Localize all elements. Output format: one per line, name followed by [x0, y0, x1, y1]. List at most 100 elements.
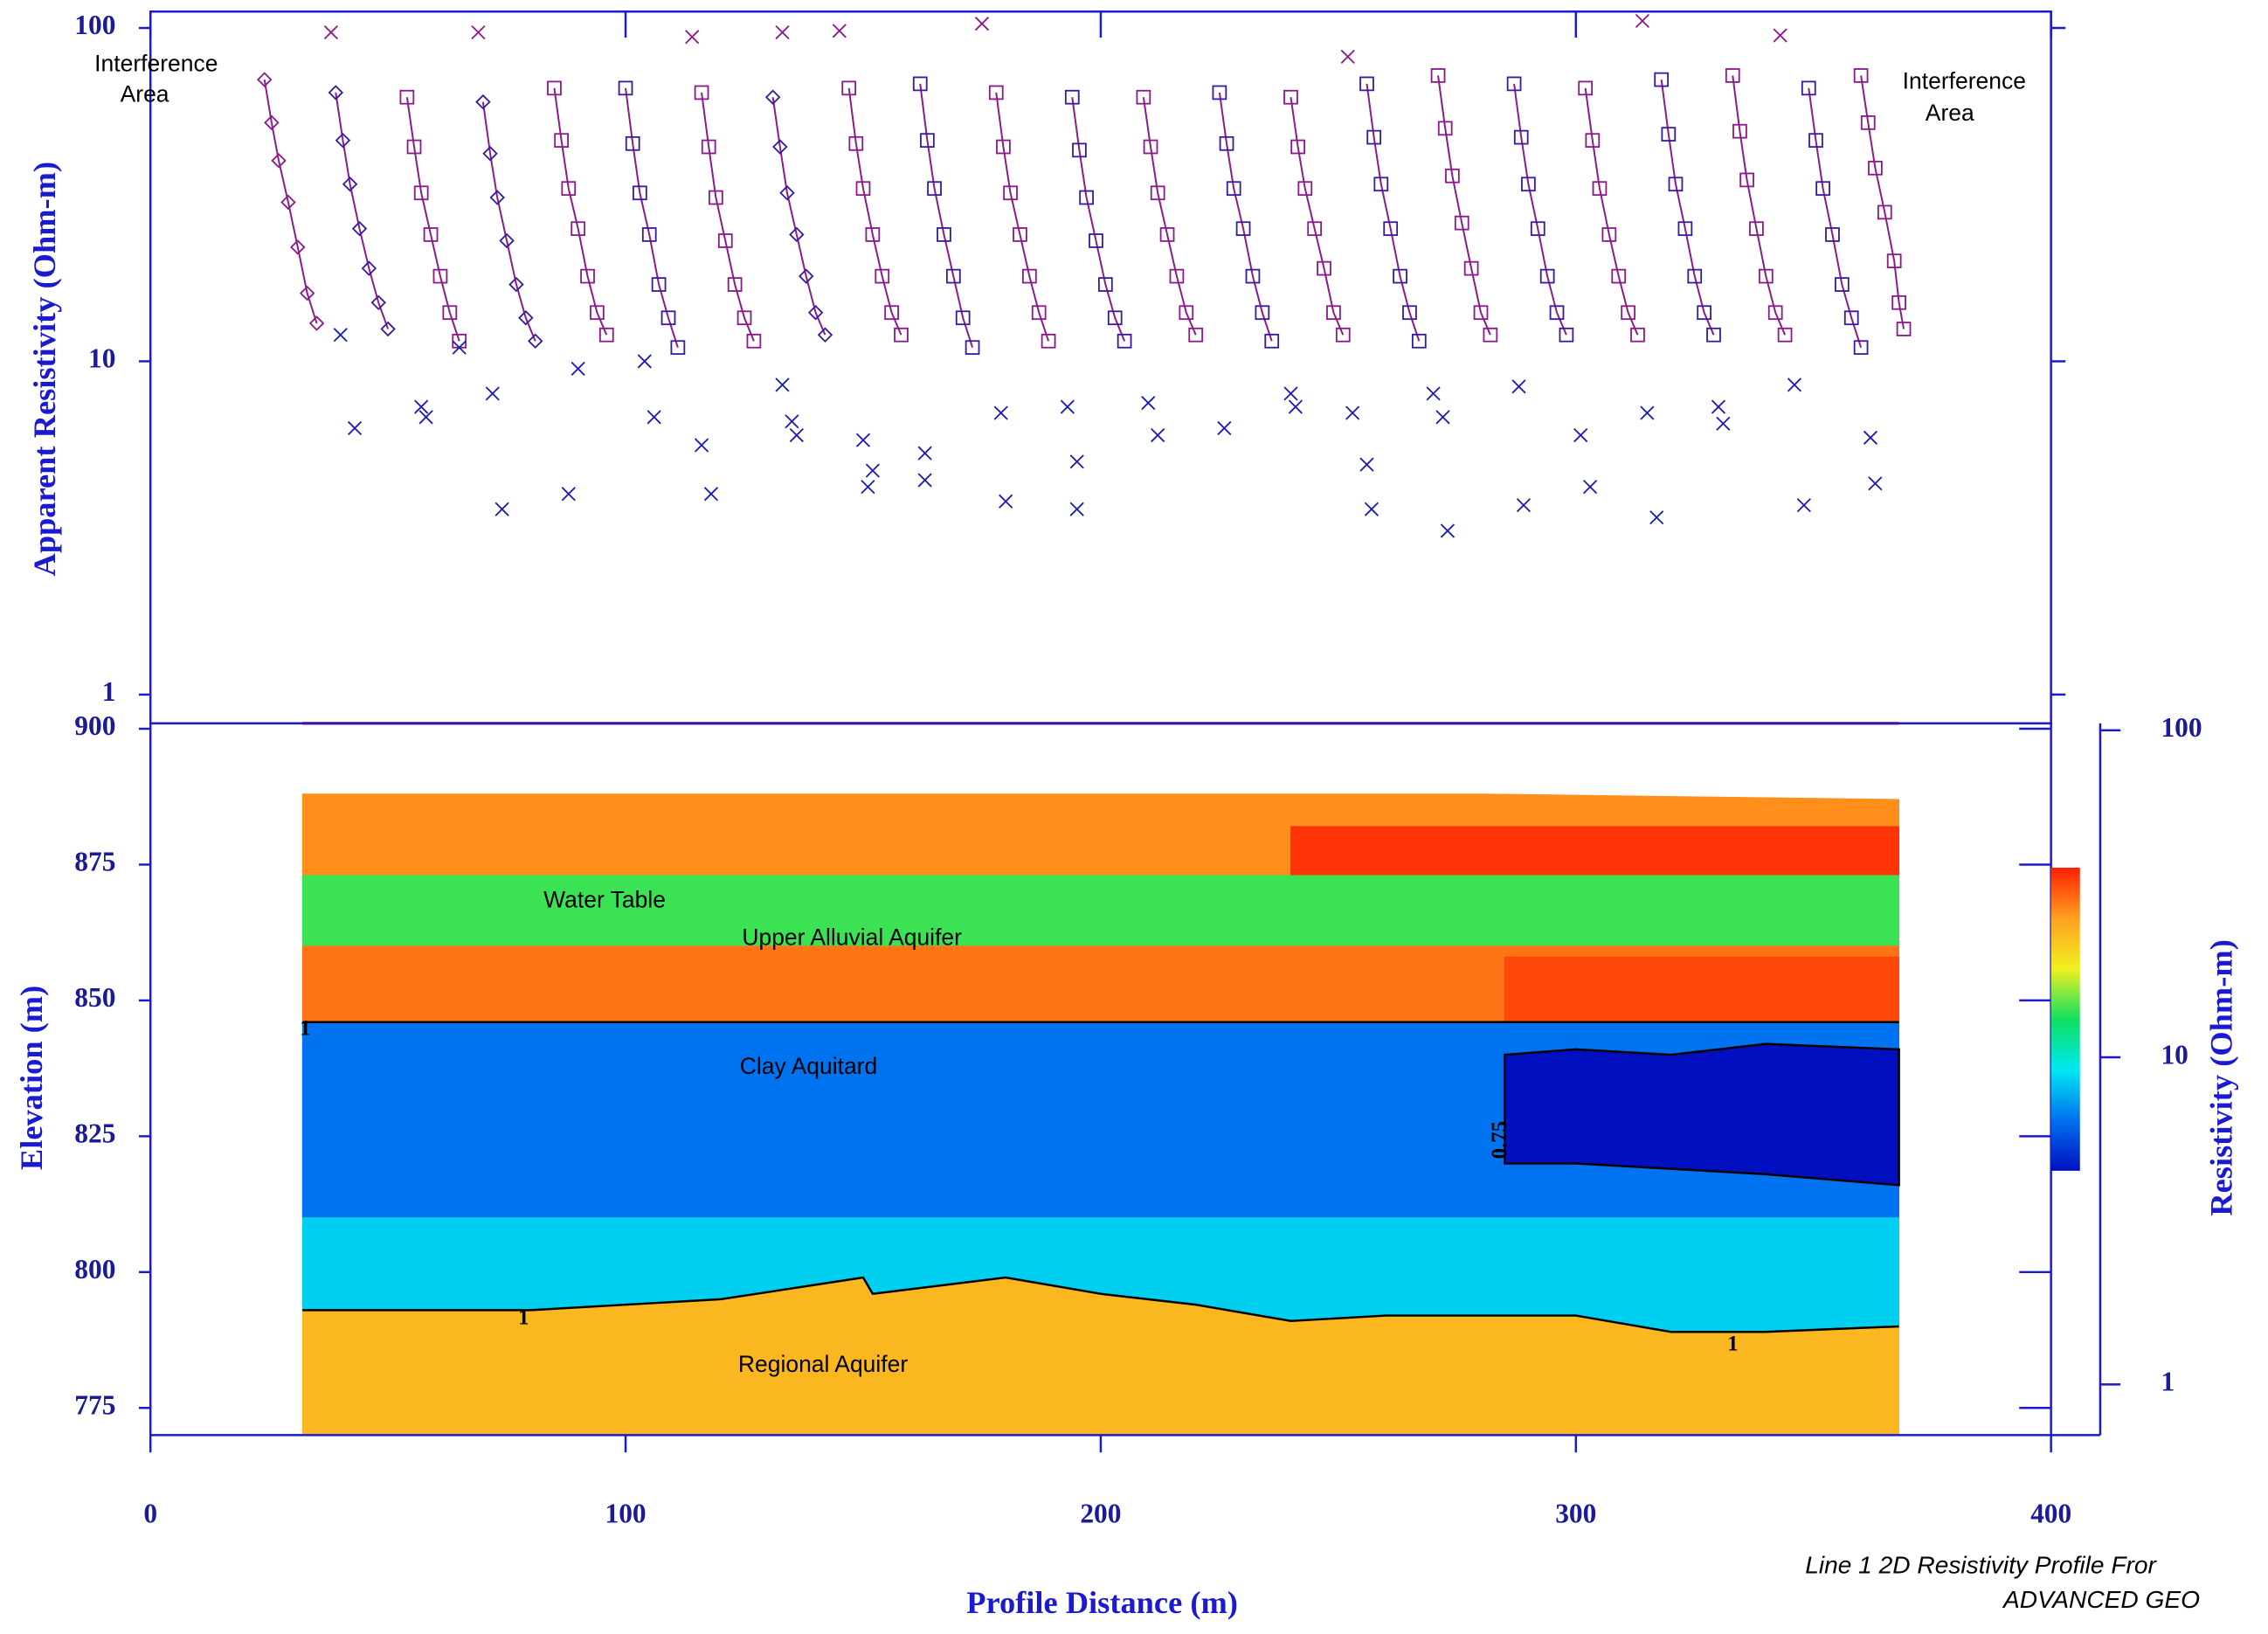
- data-point: [1549, 305, 1565, 321]
- data-point: [618, 80, 633, 96]
- data-point: [1877, 204, 1892, 220]
- data-point: [865, 463, 880, 478]
- data-point: [290, 239, 306, 255]
- data-point: [1863, 430, 1878, 445]
- sounding-curve: [701, 92, 755, 342]
- data-point: [670, 340, 686, 356]
- sounding-curve: [1437, 75, 1491, 336]
- sounding-curve: [1660, 79, 1715, 336]
- sounding-curve: [1142, 97, 1197, 336]
- data-point: [703, 487, 719, 502]
- y-tick-label: 850: [74, 982, 115, 1013]
- data-point: [1677, 221, 1693, 237]
- data-point: [1530, 221, 1545, 237]
- data-point: [1801, 80, 1816, 96]
- data-point: [884, 305, 899, 321]
- data-point: [993, 405, 1008, 420]
- data-point: [1359, 457, 1374, 472]
- data-point: [271, 153, 287, 169]
- data-point: [590, 305, 605, 321]
- sounding-curve: [1584, 87, 1639, 336]
- data-point: [875, 268, 890, 284]
- data-point: [955, 310, 971, 326]
- data-point: [1621, 305, 1635, 321]
- annotation: Area: [121, 80, 169, 107]
- data-point: [1317, 260, 1331, 276]
- data-point: [1473, 305, 1489, 321]
- data-point: [380, 321, 396, 337]
- data-point: [1383, 221, 1399, 237]
- y-tick-label: 875: [74, 847, 115, 877]
- data-point: [1041, 333, 1056, 349]
- data-point: [1021, 268, 1037, 284]
- data-point: [1235, 221, 1251, 237]
- footer-text: ADVANCED GEO: [2002, 1586, 2200, 1613]
- footer-text: Line 1 2D Resistivity Profile Fror: [1805, 1551, 2157, 1578]
- data-point: [789, 226, 805, 243]
- data-point: [1716, 416, 1731, 431]
- data-point: [1463, 260, 1479, 276]
- colorbar-tick-label: 1: [2161, 1367, 2175, 1397]
- data-point: [1364, 502, 1379, 516]
- data-point: [1179, 305, 1194, 321]
- data-point: [1089, 233, 1103, 248]
- data-point: [694, 438, 709, 453]
- resistivity-layer: [1504, 956, 1900, 1023]
- data-point: [418, 410, 433, 425]
- colorbar-tick-label: 10: [2161, 1039, 2188, 1070]
- data-point: [1521, 177, 1536, 192]
- sounding-curve: [263, 79, 318, 324]
- data-point: [927, 181, 942, 197]
- data-point: [1069, 454, 1084, 469]
- data-point: [1003, 185, 1018, 201]
- data-point: [1288, 399, 1303, 414]
- data-point: [1283, 89, 1298, 105]
- data-point: [1031, 305, 1047, 321]
- data-point: [328, 85, 344, 100]
- data-point: [1825, 227, 1840, 242]
- data-point: [1749, 221, 1764, 237]
- data-point: [775, 24, 790, 40]
- data-point: [841, 80, 857, 96]
- data-point: [1649, 510, 1664, 525]
- data-point: [547, 80, 562, 96]
- annotation: 1: [300, 1016, 310, 1040]
- data-point: [1654, 72, 1670, 87]
- sounding-curve: [625, 87, 679, 348]
- annotation: Water Table: [543, 886, 666, 912]
- data-point: [1815, 181, 1830, 197]
- data-point: [1297, 181, 1313, 197]
- data-point: [1585, 133, 1601, 149]
- data-point: [1578, 80, 1594, 96]
- data-point: [399, 89, 415, 105]
- data-point: [1212, 85, 1227, 100]
- data-point: [807, 304, 824, 321]
- data-point: [482, 145, 498, 162]
- data-point: [701, 139, 716, 155]
- data-point: [917, 446, 932, 460]
- data-point: [1767, 305, 1783, 321]
- data-point: [299, 285, 315, 301]
- colorbar-tick-label: 100: [2161, 712, 2202, 743]
- data-point: [1107, 310, 1123, 326]
- data-point: [1640, 405, 1655, 420]
- x-tick-label: 0: [143, 1498, 157, 1528]
- data-point: [1437, 121, 1453, 136]
- data-point: [1245, 268, 1261, 284]
- data-point: [471, 24, 486, 40]
- data-point: [1506, 76, 1522, 92]
- data-point: [1445, 168, 1460, 183]
- data-point: [1169, 268, 1185, 284]
- data-point: [347, 420, 363, 436]
- annotation: Regional Aquifer: [738, 1351, 908, 1377]
- data-point: [1150, 185, 1165, 201]
- data-point: [561, 181, 577, 197]
- data-point: [323, 24, 338, 40]
- data-point: [1687, 268, 1703, 284]
- y-tick-label: 100: [74, 10, 115, 40]
- sounding-curve: [1366, 83, 1421, 342]
- sounding-curve: [1290, 97, 1345, 336]
- sounding-curve: [481, 101, 536, 342]
- data-point: [351, 220, 368, 237]
